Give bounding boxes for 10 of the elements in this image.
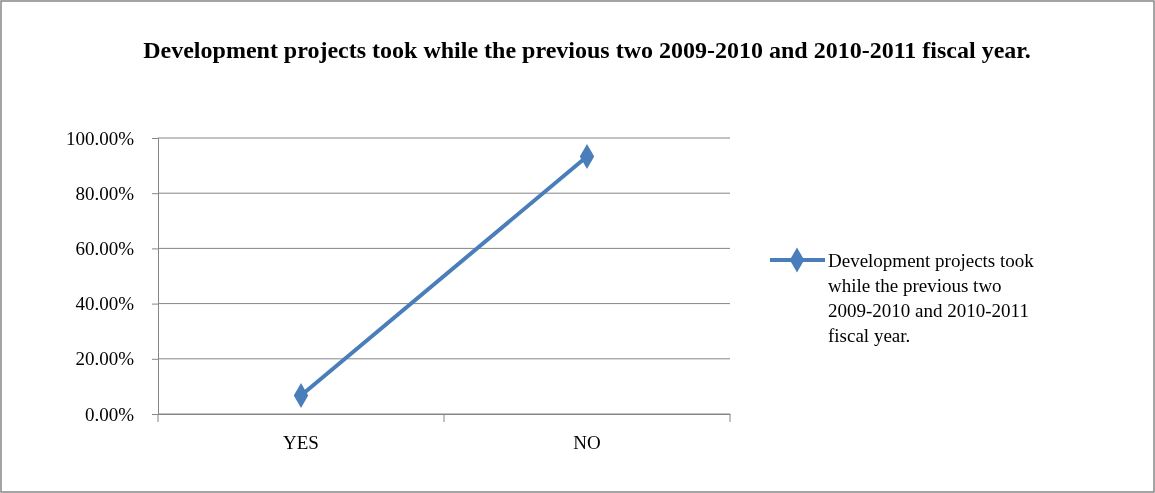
x-tick-label: NO [573, 432, 601, 454]
y-tick-label: 20.00% [75, 348, 135, 370]
chart-title: Development projects took while the previous two 2009-2010 and 2010-2011 fiscal year. [143, 37, 1031, 63]
legend-label: Development projects took while the previous two 2009-2010 and 2010-2011 fiscal year. [828, 250, 1035, 346]
y-tick-label: 0.00% [84, 403, 135, 425]
x-tick-label: YES [283, 432, 319, 454]
y-tick-label: 60.00% [75, 237, 135, 259]
y-tick-label: 100.00% [65, 127, 135, 149]
y-tick-label: 80.00% [75, 182, 135, 204]
y-tick-label: 40.00% [75, 293, 135, 315]
